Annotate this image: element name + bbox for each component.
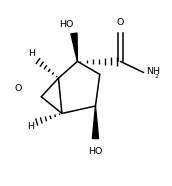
- Text: O: O: [117, 18, 124, 27]
- Text: NH: NH: [146, 68, 160, 76]
- Text: O: O: [15, 84, 22, 93]
- Polygon shape: [71, 33, 77, 61]
- Text: HO: HO: [88, 147, 103, 155]
- Text: 2: 2: [154, 74, 158, 79]
- Polygon shape: [92, 106, 99, 139]
- Text: HO: HO: [59, 20, 73, 29]
- Text: H: H: [27, 122, 34, 131]
- Text: H: H: [28, 49, 35, 57]
